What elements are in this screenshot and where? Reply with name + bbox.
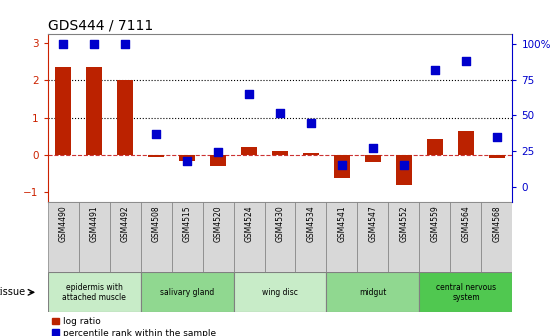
Bar	[396, 155, 412, 185]
Text: GSM4515: GSM4515	[183, 205, 192, 242]
Text: GSM4547: GSM4547	[368, 205, 377, 242]
Bar	[427, 139, 442, 155]
Bar	[234, 202, 264, 272]
Bar	[48, 272, 141, 312]
Bar	[234, 272, 326, 312]
Bar	[482, 202, 512, 272]
Point	[276, 110, 284, 115]
Bar	[334, 155, 349, 178]
Point	[306, 120, 315, 125]
Bar	[55, 67, 71, 155]
Text: GSM4534: GSM4534	[306, 205, 315, 242]
Point	[213, 150, 222, 155]
Text: GSM4564: GSM4564	[461, 205, 470, 242]
Bar	[210, 155, 226, 166]
Point	[183, 158, 192, 164]
Point	[120, 41, 129, 47]
Bar	[171, 202, 203, 272]
Text: GSM4492: GSM4492	[120, 205, 129, 242]
Text: GSM4552: GSM4552	[399, 205, 408, 242]
Text: GSM4524: GSM4524	[245, 205, 254, 242]
Bar	[389, 202, 419, 272]
Bar	[148, 155, 164, 157]
Text: GSM4568: GSM4568	[492, 205, 501, 242]
Bar	[264, 202, 296, 272]
Point	[492, 134, 501, 139]
Text: GSM4530: GSM4530	[276, 205, 284, 242]
Bar	[303, 153, 319, 155]
Point	[368, 145, 377, 151]
Bar	[326, 272, 419, 312]
Text: GSM4490: GSM4490	[59, 205, 68, 242]
Point	[152, 131, 161, 137]
Text: epidermis with
attached muscle: epidermis with attached muscle	[62, 283, 126, 302]
Bar	[419, 272, 512, 312]
Bar	[296, 202, 326, 272]
Bar	[117, 80, 133, 155]
Text: GSM4520: GSM4520	[213, 205, 222, 242]
Text: wing disc: wing disc	[262, 288, 298, 297]
Bar	[110, 202, 141, 272]
Point	[245, 91, 254, 97]
Bar	[48, 202, 78, 272]
Point	[431, 67, 440, 72]
Text: GSM4559: GSM4559	[431, 205, 440, 242]
Bar	[419, 202, 450, 272]
Bar	[326, 202, 357, 272]
Bar	[458, 131, 474, 155]
Bar	[141, 272, 234, 312]
Text: GSM4491: GSM4491	[90, 205, 99, 242]
Bar	[78, 202, 110, 272]
Text: salivary gland: salivary gland	[160, 288, 214, 297]
Point	[461, 58, 470, 64]
Bar	[141, 202, 171, 272]
Point	[399, 163, 408, 168]
Bar	[203, 202, 234, 272]
Text: midgut: midgut	[360, 288, 386, 297]
Bar	[489, 155, 505, 158]
Bar	[272, 151, 288, 155]
Bar	[179, 155, 195, 161]
Bar	[357, 202, 389, 272]
Point	[338, 163, 347, 168]
Text: central nervous
system: central nervous system	[436, 283, 496, 302]
Point	[90, 41, 99, 47]
Bar	[450, 202, 482, 272]
Bar	[241, 147, 256, 155]
Text: tissue: tissue	[0, 287, 26, 297]
Text: GSM4508: GSM4508	[152, 205, 161, 242]
Bar	[365, 155, 381, 162]
Bar	[86, 67, 102, 155]
Text: GDS444 / 7111: GDS444 / 7111	[48, 18, 153, 33]
Legend: log ratio, percentile rank within the sample: log ratio, percentile rank within the sa…	[52, 317, 216, 336]
Text: GSM4541: GSM4541	[338, 205, 347, 242]
Point	[59, 41, 68, 47]
